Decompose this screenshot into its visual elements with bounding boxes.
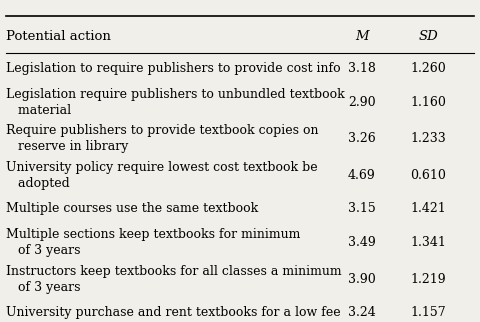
Text: University policy require lowest cost textbook be
   adopted: University policy require lowest cost te… xyxy=(6,161,318,190)
Text: 2.90: 2.90 xyxy=(348,96,375,109)
Text: 1.341: 1.341 xyxy=(410,236,446,249)
Text: 1.219: 1.219 xyxy=(411,272,446,286)
Text: 1.157: 1.157 xyxy=(411,306,446,319)
Text: 4.69: 4.69 xyxy=(348,169,375,182)
Text: University purchase and rent textbooks for a low fee: University purchase and rent textbooks f… xyxy=(6,306,341,319)
Text: Potential action: Potential action xyxy=(6,30,111,43)
Text: Require publishers to provide textbook copies on
   reserve in library: Require publishers to provide textbook c… xyxy=(6,124,319,153)
Text: 1.160: 1.160 xyxy=(410,96,446,109)
Text: Instructors keep textbooks for all classes a minimum
   of 3 years: Instructors keep textbooks for all class… xyxy=(6,264,342,294)
Text: 3.26: 3.26 xyxy=(348,132,375,145)
Text: 0.610: 0.610 xyxy=(410,169,446,182)
Text: 3.15: 3.15 xyxy=(348,203,375,215)
Text: 3.90: 3.90 xyxy=(348,272,375,286)
Text: SD: SD xyxy=(419,30,438,43)
Text: 3.18: 3.18 xyxy=(348,62,376,75)
Text: 3.24: 3.24 xyxy=(348,306,375,319)
Text: M: M xyxy=(355,30,369,43)
Text: Multiple courses use the same textbook: Multiple courses use the same textbook xyxy=(6,203,258,215)
Text: Legislation to require publishers to provide cost info: Legislation to require publishers to pro… xyxy=(6,62,341,75)
Text: 3.49: 3.49 xyxy=(348,236,375,249)
Text: 1.233: 1.233 xyxy=(410,132,446,145)
Text: Multiple sections keep textbooks for minimum
   of 3 years: Multiple sections keep textbooks for min… xyxy=(6,228,300,257)
Text: 1.421: 1.421 xyxy=(410,203,446,215)
Text: 1.260: 1.260 xyxy=(410,62,446,75)
Text: Legislation require publishers to unbundled textbook
   material: Legislation require publishers to unbund… xyxy=(6,88,345,117)
